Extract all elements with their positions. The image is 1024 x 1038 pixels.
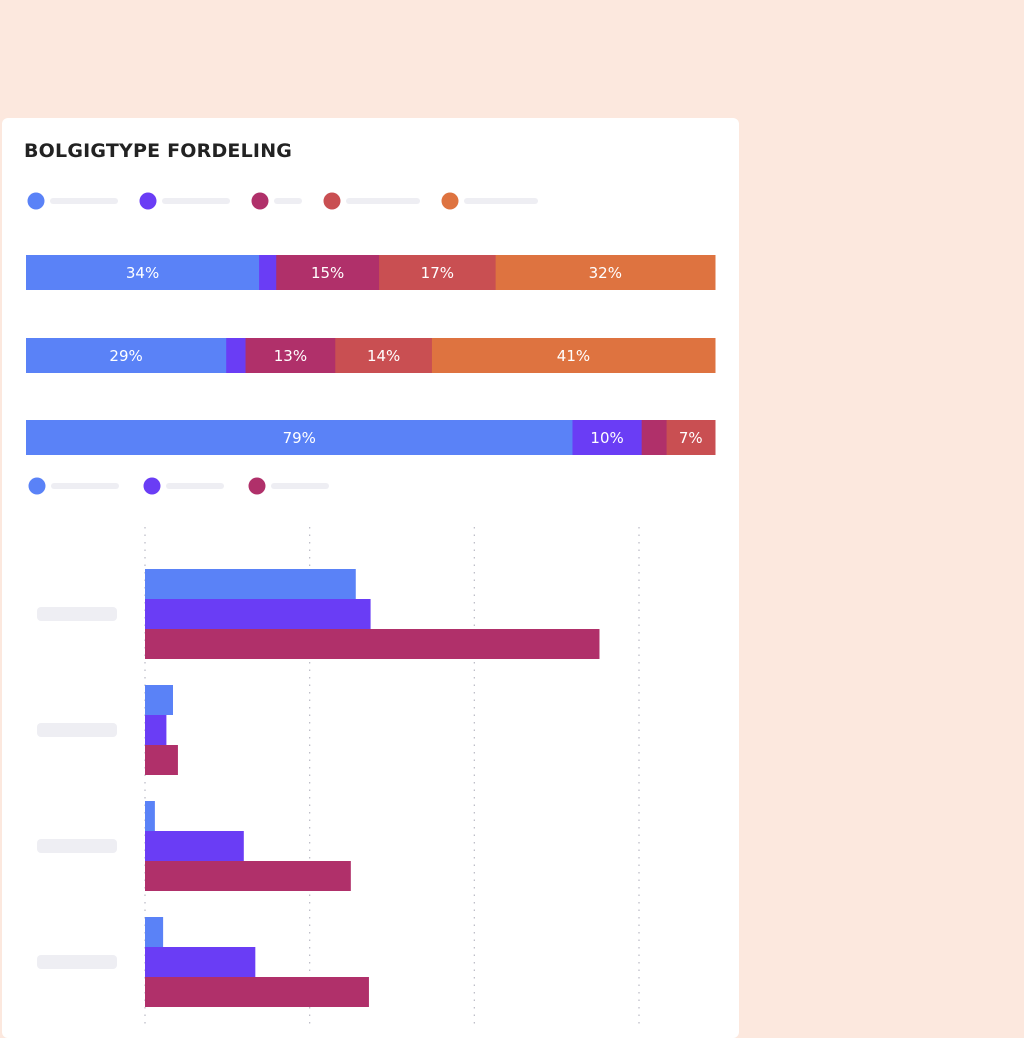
stacked-bar-segment — [641, 420, 668, 455]
grouped-bar — [145, 861, 351, 891]
segment-label: 13% — [274, 347, 307, 365]
stacked-bar-segment — [226, 338, 247, 373]
legend-marker — [143, 477, 161, 495]
stacked-bar-segment — [572, 420, 643, 455]
legend-label-placeholder — [51, 483, 119, 489]
segment-label: 32% — [589, 264, 622, 282]
legend-marker — [248, 477, 266, 495]
legend-label-placeholder — [271, 483, 329, 489]
grouped-bar — [145, 977, 369, 1007]
segment-label: 14% — [367, 347, 400, 365]
segment-label: 17% — [421, 264, 454, 282]
legend-label-placeholder — [464, 198, 538, 204]
legend-label-placeholder — [50, 198, 118, 204]
chart-title: BOLGIGTYPE FORDELING — [24, 140, 293, 162]
segment-label: 15% — [311, 264, 344, 282]
legend-label-placeholder — [166, 483, 224, 489]
stacked-bar-segment — [335, 338, 433, 373]
stacked-bar-segment — [666, 420, 716, 455]
stacked-bar-segment — [26, 255, 260, 290]
segment-label: 29% — [109, 347, 142, 365]
grouped-bar — [145, 745, 178, 775]
grouped-bar — [145, 569, 356, 599]
stacked-bar-segment — [495, 255, 716, 290]
segment-label: 10% — [590, 429, 623, 447]
stacked-bar-segment — [26, 338, 227, 373]
grouped-bar — [145, 831, 244, 861]
category-label-placeholder — [37, 723, 117, 737]
legend-label-placeholder — [162, 198, 230, 204]
legend-marker — [441, 192, 459, 210]
legend-label-placeholder — [274, 198, 302, 204]
grouped-bar — [145, 801, 155, 831]
stacked-bar-segment — [259, 255, 277, 290]
category-label-placeholder — [37, 607, 117, 621]
legend-marker — [28, 477, 46, 495]
stacked-bar-segment — [26, 420, 573, 455]
legend-marker — [139, 192, 157, 210]
stacked-bar-segment — [431, 338, 716, 373]
stacked-bar-segment — [379, 255, 497, 290]
grouped-bar — [145, 599, 371, 629]
grouped-bar — [145, 917, 164, 947]
category-label-placeholder — [37, 955, 117, 969]
segment-label: 7% — [679, 429, 703, 447]
grouped-bar — [145, 685, 173, 715]
segment-label: 34% — [126, 264, 159, 282]
legend-marker — [251, 192, 269, 210]
grouped-bar — [145, 947, 256, 977]
segment-label: 79% — [283, 429, 316, 447]
legend-marker — [323, 192, 341, 210]
stacked-bar-segment — [245, 338, 336, 373]
stacked-bar-segment — [276, 255, 380, 290]
legend-marker — [27, 192, 45, 210]
legend-label-placeholder — [346, 198, 420, 204]
grouped-bar — [145, 629, 600, 659]
segment-label: 41% — [557, 347, 590, 365]
category-label-placeholder — [37, 839, 117, 853]
grouped-bar — [145, 715, 167, 745]
